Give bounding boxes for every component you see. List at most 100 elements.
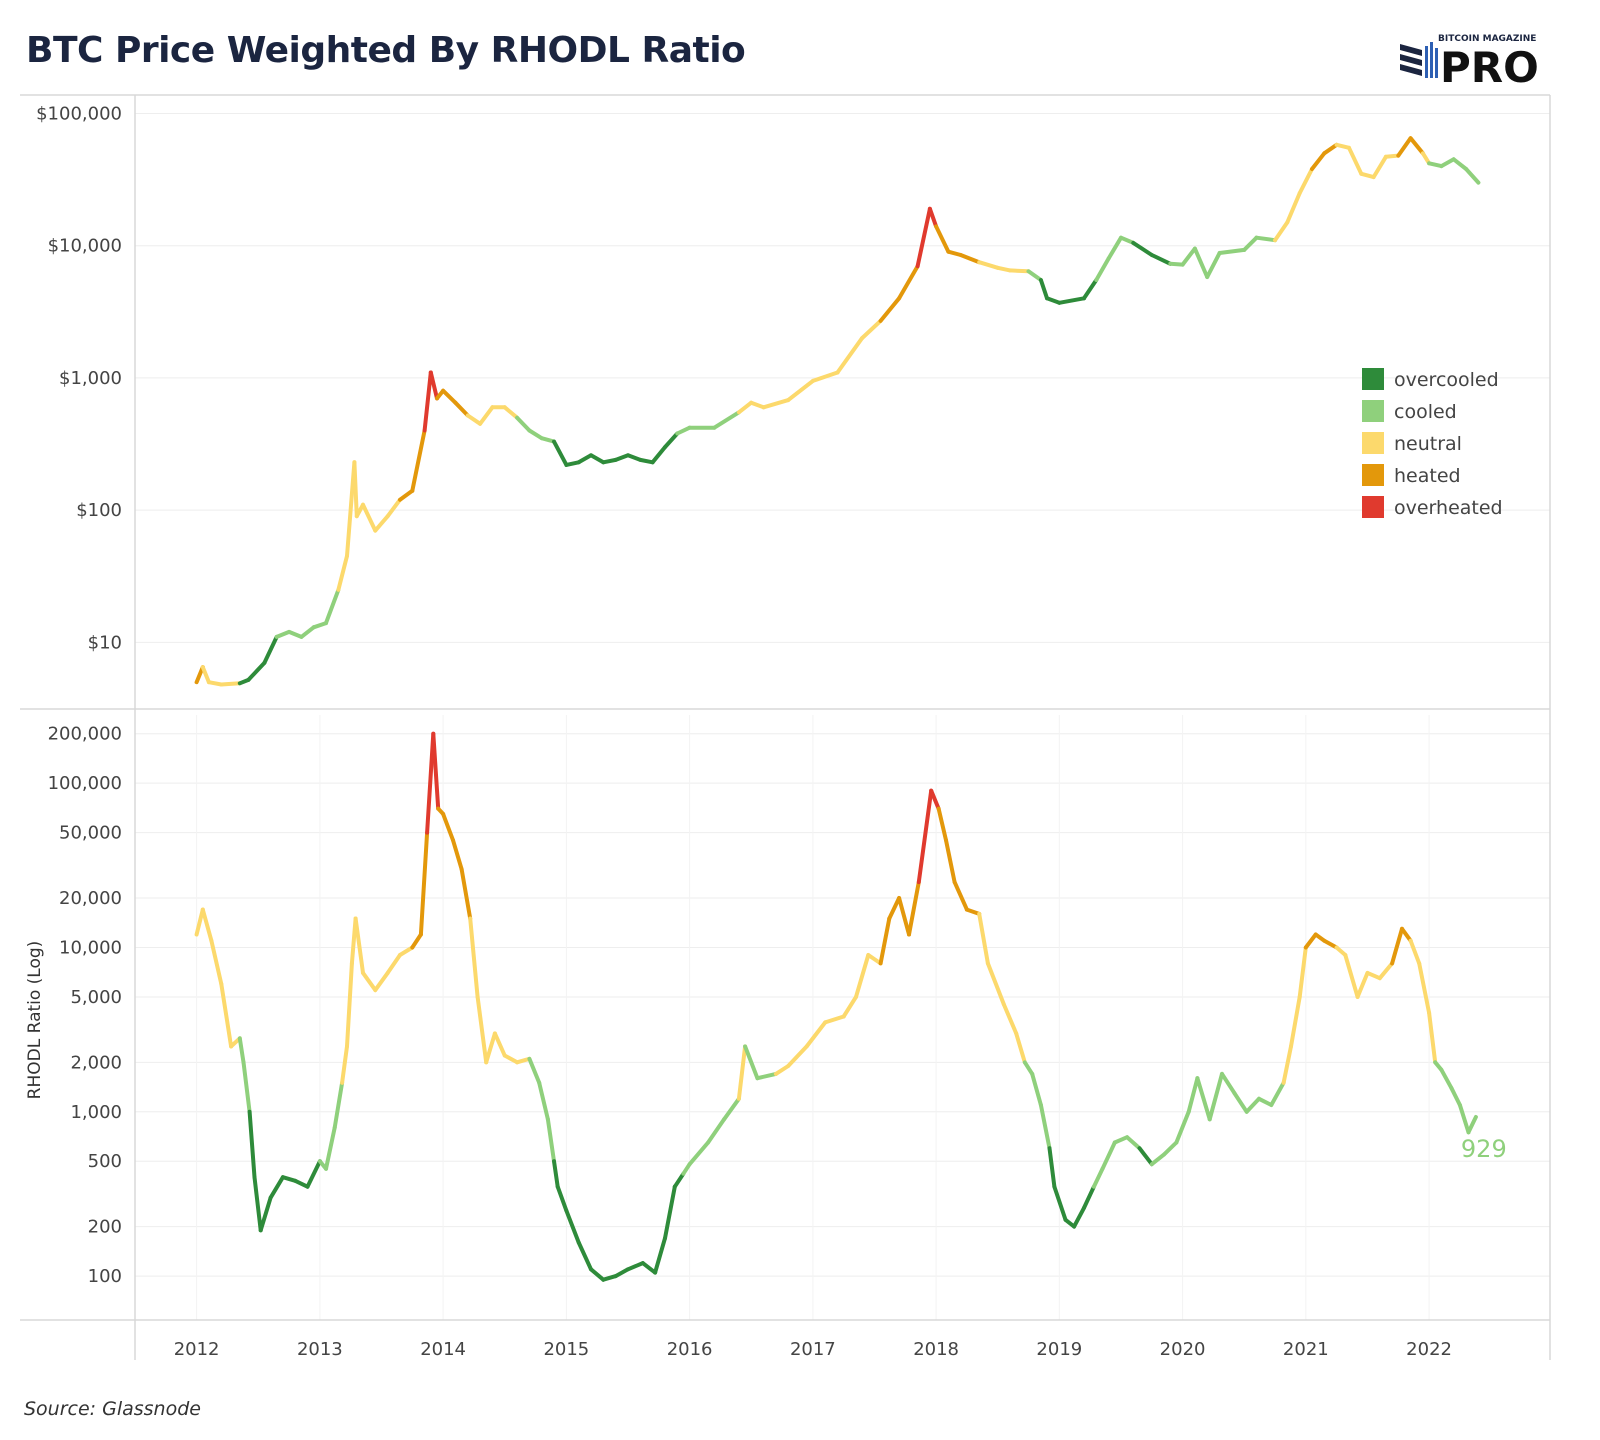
rhodl-line-segment	[1052, 1184, 1068, 1222]
rhodl-line-segment	[1207, 1071, 1224, 1122]
rhodl-line-segment	[1466, 1115, 1478, 1135]
rhodl-line-segment	[804, 1020, 828, 1049]
price-line-segment	[576, 453, 593, 465]
price-line-segment	[527, 428, 544, 441]
rhodl-line-segment	[1162, 1140, 1179, 1157]
rhodl-line-segment	[237, 1036, 246, 1065]
x-tick-label: 2014	[420, 1339, 466, 1360]
price-line-segment	[219, 681, 242, 687]
rhodl-line-segment	[252, 1175, 263, 1233]
rhodl-line-segment	[897, 896, 911, 937]
price-line-segment	[1242, 235, 1259, 252]
rhodl-line-segment	[340, 1044, 349, 1085]
rhodl-line-segment	[1244, 1096, 1261, 1114]
price-line-segment	[1322, 142, 1339, 156]
rhodl-line-segment	[459, 867, 473, 921]
rhodl-line-segment	[1030, 1071, 1043, 1107]
rhodl-line-segment	[1082, 1184, 1096, 1210]
x-tick-label: 2022	[1406, 1339, 1452, 1360]
price-line-segment	[398, 488, 415, 502]
rhodl-y-tick-label: 2,000	[70, 1052, 122, 1073]
rhodl-line-segment	[944, 838, 957, 885]
price-line-segment	[749, 400, 766, 410]
rhodl-line-segment	[484, 1031, 497, 1065]
rhodl-line-segment	[398, 945, 415, 957]
price-line-segment	[1439, 157, 1456, 169]
rhodl-line-segment	[1125, 1135, 1142, 1151]
rhodl-line-segment	[468, 916, 480, 999]
price-y-tick-label: $100,000	[36, 103, 122, 124]
price-line-segment	[761, 398, 791, 410]
rhodl-line-segment	[1174, 1109, 1191, 1145]
price-line-segment	[1205, 251, 1222, 279]
rhodl-line-segment	[977, 911, 990, 966]
rhodl-line-segment	[823, 1014, 846, 1025]
price-line-segment	[626, 453, 643, 462]
price-line-segment	[478, 405, 495, 426]
rhodl-line-segment	[672, 1171, 686, 1189]
rhodl-line-segment	[706, 1117, 727, 1145]
price-line-segment	[1008, 268, 1031, 274]
rhodl-line-segment	[1343, 953, 1360, 999]
rhodl-line-segment	[258, 1195, 273, 1233]
rhodl-line-segment	[687, 1140, 711, 1167]
price-line-segment	[515, 415, 532, 433]
rhodl-line-segment	[1232, 1091, 1249, 1114]
price-line-segment	[638, 457, 655, 465]
price-line-segment	[1273, 220, 1290, 243]
rhodl-line-segment	[1355, 970, 1370, 999]
price-line-segment	[810, 370, 840, 383]
price-line-segment	[675, 425, 692, 436]
rhodl-line-segment	[601, 1274, 618, 1282]
rhodl-y-tick-label: 100,000	[48, 773, 122, 794]
grid-layer	[135, 112, 1550, 1320]
rhodl-line-segment	[492, 1031, 507, 1058]
logo-main-text: PRO	[1440, 43, 1539, 90]
rhodl-line-segment	[564, 1208, 581, 1245]
rhodl-line-segment	[736, 1044, 748, 1101]
price-line-segment	[552, 439, 569, 467]
price-line-segment	[1131, 240, 1154, 257]
rhodl-y-tick-label: 500	[88, 1151, 122, 1172]
frame-layer	[20, 94, 1551, 1360]
rhodl-line-segment	[1289, 994, 1302, 1049]
rhodl-line-segment	[964, 907, 982, 916]
legend-swatch-neutral	[1362, 432, 1384, 454]
brand-logo: BITCOIN MAGAZINE PRO	[1400, 34, 1539, 90]
price-line-segment	[786, 378, 815, 403]
price-line-segment	[324, 587, 341, 626]
series-layer	[194, 136, 1481, 1282]
rhodl-line-segment	[1047, 1146, 1057, 1189]
price-line-segment	[274, 629, 292, 639]
price-line-segment	[1310, 151, 1327, 171]
price-line-segment	[1254, 235, 1277, 243]
rhodl-y-tick-label: 100	[88, 1266, 122, 1287]
price-line-segment	[1106, 235, 1123, 261]
price-line-segment	[995, 265, 1012, 273]
rhodl-line-segment	[773, 1064, 791, 1076]
price-line-segment	[1057, 296, 1086, 305]
price-line-segment	[361, 502, 378, 533]
rhodl-y-tick-label: 200	[88, 1217, 122, 1238]
rhodl-y-tick-label: 20,000	[59, 888, 122, 909]
price-line-segment	[1180, 246, 1197, 267]
rhodl-line-segment	[1022, 1060, 1035, 1076]
price-line-segment	[441, 388, 458, 405]
legend-label-cooled: cooled	[1394, 401, 1457, 423]
rhodl-line-segment	[653, 1236, 667, 1275]
price-line-segment	[878, 296, 902, 323]
legend: overcooled cooled neutral heated overheated	[1362, 368, 1503, 519]
rhodl-line-segment	[268, 1175, 285, 1200]
rhodl-y-tick-label: 200,000	[48, 724, 122, 745]
x-tick-label: 2019	[1036, 1339, 1082, 1360]
rhodl-line-segment	[878, 916, 892, 966]
price-line-segment	[1297, 167, 1314, 196]
price-line-segment	[1119, 235, 1136, 245]
rhodl-line-segment	[1377, 961, 1395, 981]
price-line-segment	[860, 318, 883, 341]
price-line-segment	[1408, 136, 1425, 156]
price-line-segment	[453, 400, 470, 418]
rhodl-line-segment	[1457, 1103, 1471, 1135]
rhodl-line-segment	[353, 916, 365, 975]
rhodl-y-tick-label: 10,000	[59, 937, 122, 958]
